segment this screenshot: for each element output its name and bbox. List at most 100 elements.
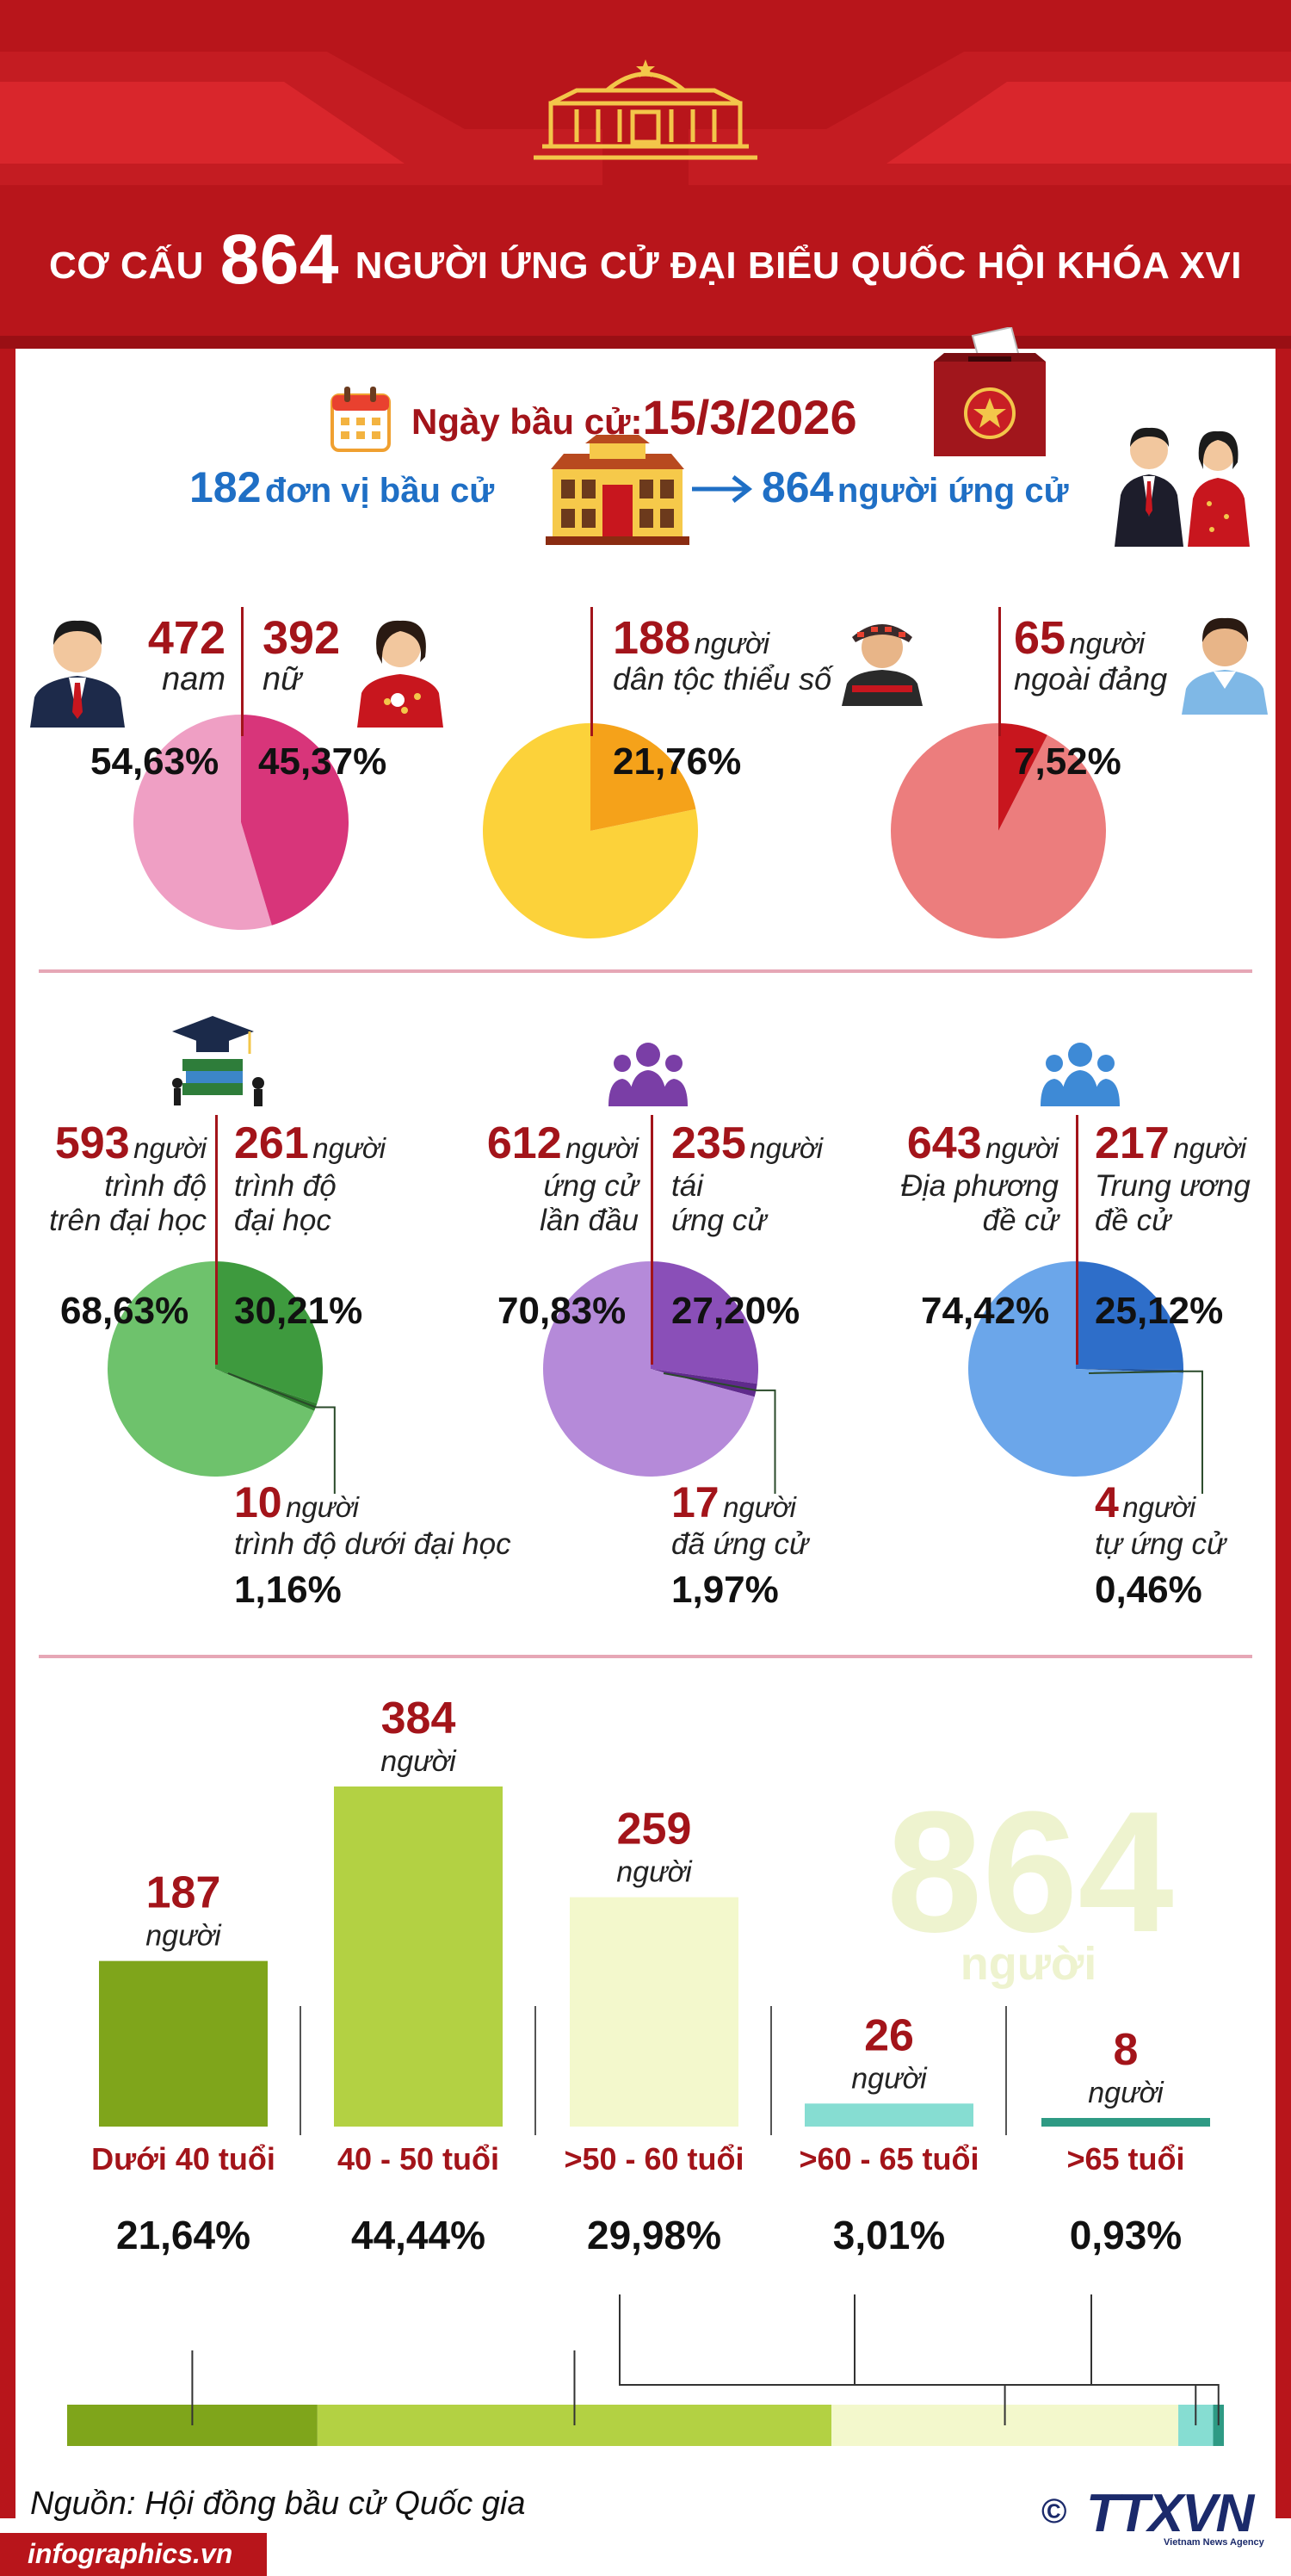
male-number: 472: [147, 612, 225, 664]
exp-a-line1: ứng cử: [543, 1169, 639, 1203]
nom-a-number: 643: [906, 1118, 982, 1168]
people-group-purple-icon: [608, 1043, 688, 1106]
edu-c-label: trình độ dưới đại học: [234, 1527, 511, 1561]
nom-a-unit: người: [985, 1132, 1059, 1164]
edu-a-number: 593: [54, 1118, 130, 1168]
age-bar-value-0: 187: [146, 1868, 221, 1918]
candidates-info: 864 người ứng cử: [762, 462, 1069, 512]
exp-a-line2: lần đầu: [540, 1204, 639, 1237]
nonparty-label: ngoài đảng: [1014, 661, 1168, 697]
nom-b-pct: 25,12%: [1095, 1290, 1224, 1332]
age-strip-leader-4: [1090, 2294, 1220, 2425]
edu-c-number: 10: [234, 1478, 282, 1526]
ethnic-pointer-line: [590, 607, 593, 736]
header-decoration: [0, 0, 1291, 349]
education-pie: [108, 1261, 336, 1494]
nom-c-number: 4: [1095, 1478, 1119, 1526]
edu-a-pct: 68,63%: [60, 1290, 189, 1332]
edu-b-unit: người: [312, 1132, 386, 1164]
pie-slice-4-1: [651, 1261, 758, 1384]
header-banner: CƠ CẤU 864 NGƯỜI ỨNG CỬ ĐẠI BIỂU QUỐC HỘ…: [0, 0, 1291, 349]
nom-c-label: tự ứng cử: [1095, 1527, 1226, 1561]
edu-b-line1: trình độ: [234, 1169, 337, 1203]
age-bar-value-1: 384: [381, 1694, 456, 1743]
exp-b-pct: 27,20%: [671, 1290, 800, 1332]
exp-c-pct: 1,97%: [671, 1569, 779, 1611]
age-bar-1: [334, 1786, 503, 2127]
age-bar-unit-0: người: [145, 1920, 222, 1953]
age-bar-0: [99, 1960, 268, 2127]
pie-slice-5-0: [967, 1261, 1183, 1477]
edu-b-number: 261: [234, 1118, 309, 1168]
male-stat: 472 nam: [139, 611, 225, 698]
female-avatar-icon: [357, 620, 443, 728]
female-pct: 45,37%: [258, 740, 387, 783]
edu-a-stat: 593 người trình độ trên đại học: [13, 1118, 207, 1238]
age-bar-value-4: 8: [1114, 2025, 1139, 2075]
pie-slice-2-0: [998, 723, 1047, 831]
edu-a-line2: trên đại học: [49, 1204, 207, 1237]
nom-b-line2: đề cử: [1095, 1204, 1171, 1237]
assembly-building-icon: [534, 59, 757, 160]
nom-a-pct: 74,42%: [921, 1290, 1050, 1332]
age-bar-unit-4: người: [1088, 2077, 1164, 2109]
age-bar-2: [570, 1897, 738, 2127]
election-date-value: 15/3/2026: [642, 390, 857, 444]
age-bar-value-3: 26: [864, 2010, 914, 2060]
age-category-2: >50 - 60 tuổi: [564, 2141, 744, 2177]
units-info: 182 đơn vị bầu cử: [189, 462, 494, 512]
nom-c-unit: người: [1122, 1491, 1196, 1523]
edu-a-unit: người: [133, 1132, 207, 1164]
age-bar-unit-3: người: [851, 2062, 928, 2095]
ethnic-label: dân tộc thiểu số: [613, 661, 832, 697]
ethnic-unit: người: [694, 628, 770, 660]
footer-site-band: [0, 2533, 267, 2576]
pie-slice-1-0: [590, 723, 696, 831]
section-divider-2: [39, 1655, 1252, 1658]
nonparty-stat: 65 người ngoài đảng: [1014, 611, 1167, 697]
exp-c-label: đã ứng cử: [671, 1527, 809, 1561]
exp-c-number: 17: [671, 1478, 720, 1526]
pie-leader-line-4: [663, 1372, 776, 1494]
nom-b-unit: người: [1173, 1132, 1247, 1164]
age-pct-3: 3,01%: [833, 2213, 945, 2257]
age-pct-2: 29,98%: [587, 2213, 721, 2257]
edu-b-line2: đại học: [234, 1204, 331, 1237]
nonparty-number: 65: [1014, 612, 1066, 664]
candidates-couple-icon: [1115, 427, 1250, 547]
age-strip-leader-2: [619, 2294, 1006, 2425]
ballot-box-icon: [934, 327, 1046, 456]
ethnic-pct: 21,76%: [613, 740, 742, 783]
exp-c-unit: người: [723, 1491, 796, 1523]
age-category-1: 40 - 50 tuổi: [337, 2141, 499, 2177]
candidates-number: 864: [762, 463, 834, 511]
title-number: 864: [219, 220, 339, 299]
exp-b-line1: tái: [671, 1169, 703, 1203]
right-frame-bar: [1276, 349, 1291, 2518]
age-category-0: Dưới 40 tuổi: [91, 2141, 275, 2177]
ttxvn-logo-subtitle: Vietnam News Agency: [1164, 2537, 1264, 2548]
calendar-icon: [330, 387, 391, 452]
units-label: đơn vị bầu cử: [264, 472, 495, 510]
gender-pie: [133, 715, 349, 930]
age-pct-0: 21,64%: [116, 2213, 250, 2257]
age-pct-1: 44,44%: [351, 2213, 485, 2257]
age-bar-4: [1041, 2118, 1210, 2127]
people-group-blue-icon: [1041, 1043, 1120, 1106]
ethnic-person-icon: [842, 624, 923, 706]
source-text: Nguồn: Hội đồng bầu cử Quốc gia: [30, 2486, 526, 2522]
graduation-books-icon: [172, 1016, 264, 1106]
nonparty-unit: người: [1069, 628, 1146, 660]
edu-b-stat: 261 người trình độ đại học: [234, 1118, 386, 1238]
section-divider-1: [39, 969, 1252, 973]
exp-b-number: 235: [671, 1118, 746, 1168]
edu-b-pct: 30,21%: [234, 1290, 363, 1332]
hall-building-icon: [546, 435, 689, 545]
female-number: 392: [263, 612, 341, 664]
ethnic-number: 188: [613, 612, 691, 664]
nonparty-pie: [891, 723, 1106, 938]
nonparty-person-icon: [1182, 617, 1268, 715]
age-total-number: 864: [886, 1776, 1174, 1968]
pie-slice-4-0: [543, 1261, 755, 1477]
